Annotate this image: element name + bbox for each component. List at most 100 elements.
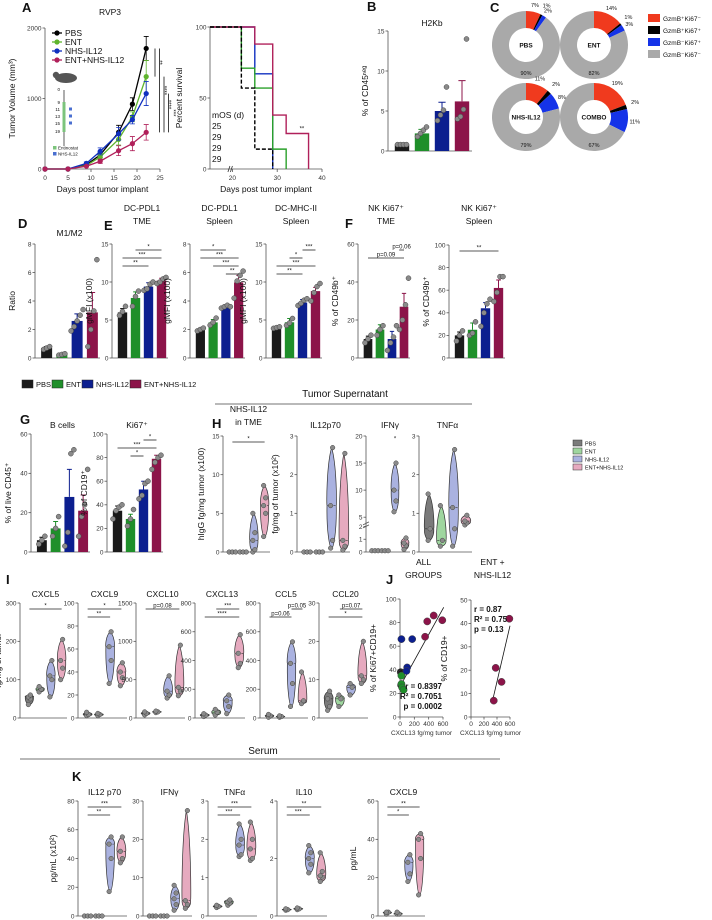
bar [375, 329, 385, 358]
y-tick-label: 20 [389, 691, 397, 698]
legend-marker [54, 30, 60, 36]
bar [394, 144, 410, 151]
schedule-day: 15 [55, 121, 61, 126]
data-point [306, 870, 312, 876]
y-tick-label: 0 [464, 714, 468, 721]
axes-H3 [362, 435, 410, 553]
correlation-stat: r = 0.8397 [405, 682, 442, 691]
donut-center-label: NHS-IL12 [512, 115, 541, 122]
y-tick-label: 4 [28, 298, 32, 305]
data-point [231, 295, 237, 301]
data-point [397, 671, 406, 680]
y-tick-label: 15 [255, 241, 263, 248]
significance-bracket: *** [217, 810, 241, 816]
y-tick-label: 0 [253, 715, 257, 722]
donut-slice [609, 108, 628, 133]
y-tick-label: 40 [367, 837, 375, 844]
data-point [210, 319, 216, 326]
significance-bracket: p=0.05 [288, 604, 307, 610]
data-point [328, 503, 334, 509]
panel-letter: H [212, 416, 221, 431]
y-tick-label: 2 [201, 837, 205, 844]
median-survival-value: 29 [212, 154, 222, 164]
donut-slice [526, 11, 541, 30]
data-point [405, 859, 411, 865]
y-axis-label: pg/mL (x10²) [48, 834, 58, 882]
data-point [49, 657, 55, 664]
y-tick-label: 100 [64, 600, 75, 607]
data-point [463, 36, 470, 42]
panel-title: GROUPS [405, 570, 442, 580]
significance-bracket: p=0.06 [269, 612, 292, 618]
panel-letter: F [345, 216, 353, 231]
donut-slice [538, 93, 559, 113]
significance-bracket: ** [387, 802, 420, 808]
violin-ent [379, 548, 391, 554]
data-point [130, 506, 137, 513]
data-point [117, 848, 123, 854]
data-point [110, 516, 116, 522]
bar [143, 286, 154, 358]
violin-nhs-il12 [235, 821, 245, 860]
entinostat-bar [62, 102, 66, 132]
y-tick-label: 600 [181, 629, 192, 636]
donut-slice [536, 90, 551, 106]
bar-group-ent [374, 322, 386, 358]
panel-letter: G [20, 412, 30, 427]
violin-shape [181, 810, 192, 909]
data-point [236, 842, 242, 848]
data-point [380, 322, 386, 329]
y-tick-label: 200 [246, 687, 257, 694]
x-tick-label: 400 [492, 721, 503, 728]
y-tick-label: 20 [460, 668, 468, 675]
data-point [227, 897, 233, 903]
significance-label: * [149, 435, 152, 441]
panel-title: B cells [50, 420, 75, 430]
donut-slice [533, 14, 543, 31]
significance-bracket: *** [217, 802, 252, 808]
significance-bracket: * [29, 604, 62, 610]
data-point [328, 545, 334, 551]
panel-title: DC-MHC-II [275, 203, 317, 213]
violin-ent [237, 549, 249, 555]
mouse-icon [55, 73, 77, 83]
data-point [106, 680, 112, 687]
data-point [452, 446, 458, 453]
violin-pbs [81, 913, 94, 919]
violin-pbs [82, 709, 93, 719]
data-point [405, 878, 411, 885]
error-bar [66, 468, 72, 497]
y-tick-label: 0 [71, 715, 75, 722]
data-point [425, 491, 431, 497]
violin-nhs-il12 [105, 629, 115, 687]
y-tick-label: 0 [201, 913, 205, 920]
data-point [306, 843, 312, 849]
data-point [457, 113, 464, 120]
data-point [83, 163, 89, 169]
legend-swatch [51, 379, 64, 389]
significance-label: * [394, 437, 397, 443]
panel-title: CXCL9 [91, 589, 119, 599]
data-point [152, 459, 158, 466]
y-tick-label: 0 [24, 549, 28, 556]
y-tick-label: 15 [355, 460, 363, 467]
panel-title: CXCL10 [146, 589, 178, 599]
y-tick-label: 0 [188, 715, 192, 722]
data-point [80, 306, 86, 313]
y-tick-label: 100 [93, 431, 104, 438]
y-tick-label: 2 [183, 327, 187, 334]
bar [41, 348, 53, 358]
data-point [127, 516, 134, 522]
violin-ent [393, 909, 403, 917]
data-point [184, 808, 190, 814]
data-point [119, 660, 125, 666]
data-point [177, 642, 183, 648]
data-point [129, 117, 135, 123]
violin-nhs-il12 [105, 834, 115, 895]
data-point [235, 665, 241, 671]
violin-pbs [199, 711, 210, 720]
violin-ent [313, 549, 326, 555]
y-tick-label: 40 [96, 502, 104, 509]
legend-label: PBS [36, 380, 51, 389]
donut-percent-label: 2% [552, 82, 560, 88]
